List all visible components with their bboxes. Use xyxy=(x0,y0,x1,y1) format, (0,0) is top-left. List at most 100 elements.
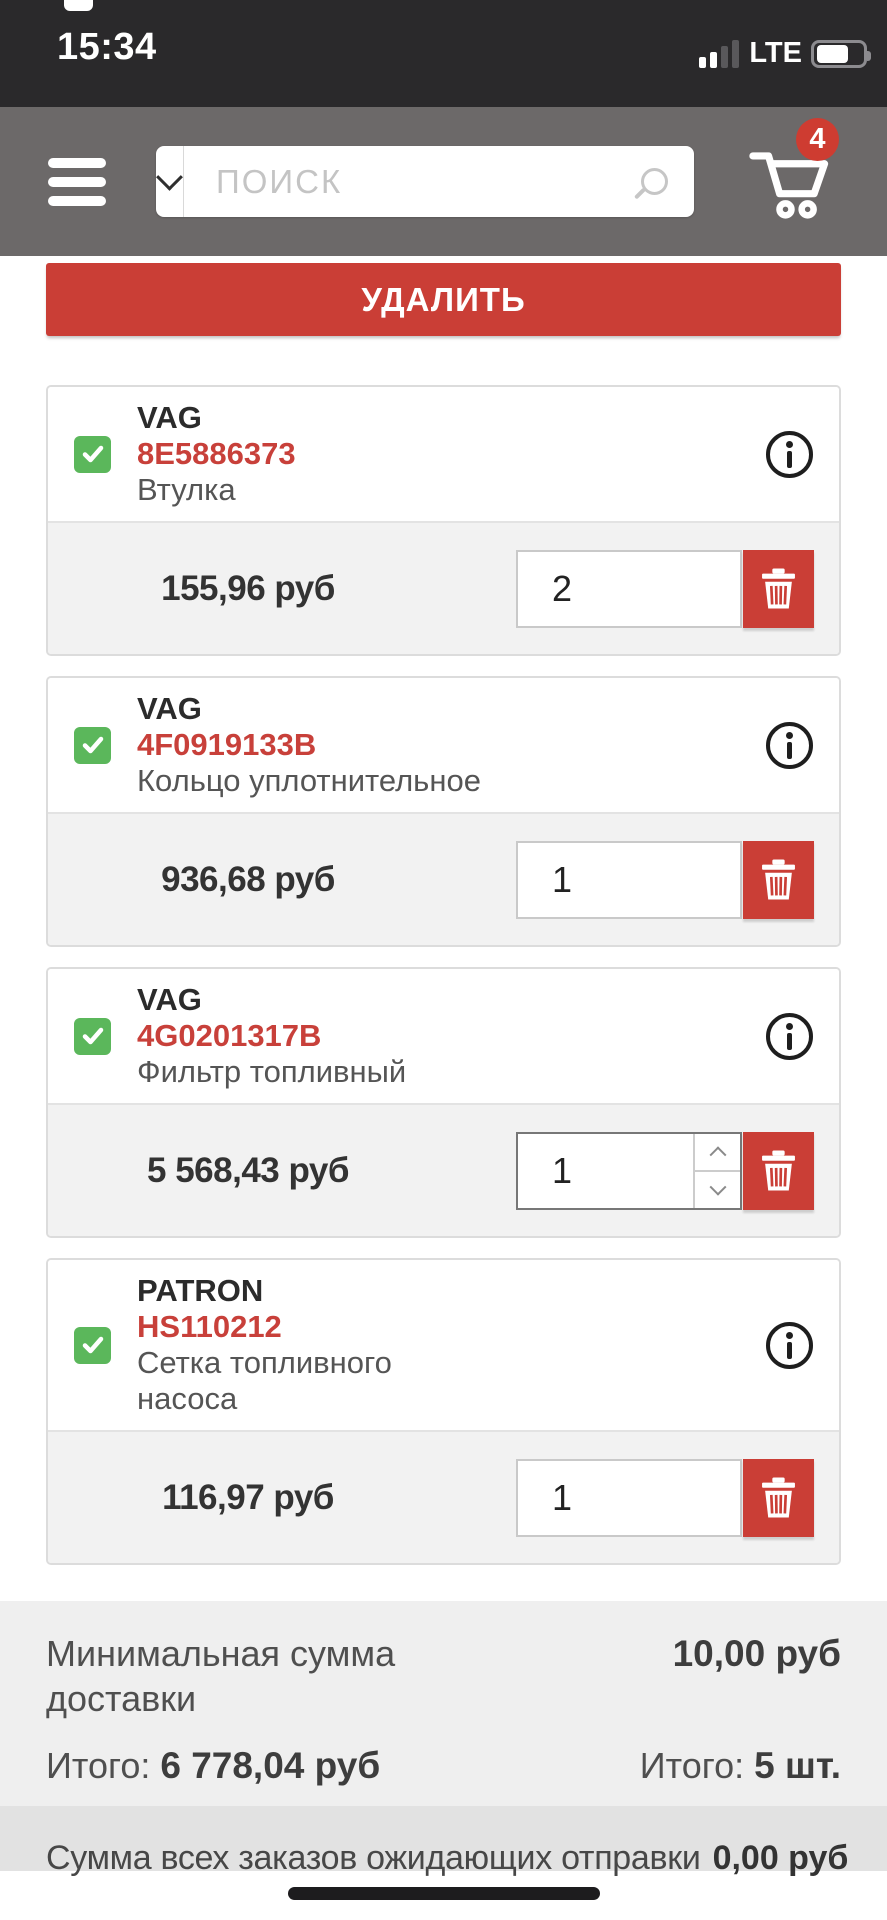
item-price: 5 568,43 руб xyxy=(147,1150,349,1190)
search-category-dropdown[interactable] xyxy=(156,146,184,217)
quantity-increase-button[interactable] xyxy=(695,1133,740,1170)
item-name: Сетка топливного насоса xyxy=(137,1345,392,1416)
item-brand: VAG xyxy=(137,400,202,435)
search-divider xyxy=(183,146,184,217)
item-brand: PATRON xyxy=(137,1273,264,1308)
chevron-down-icon xyxy=(709,1178,726,1196)
cart-item-card: VAG 4G0201317B Фильтр топливный 5 568,43… xyxy=(46,967,841,1238)
quantity-input[interactable] xyxy=(518,1133,693,1208)
item-text-block: VAG 8E5886373 Втулка xyxy=(137,400,482,508)
cart-icon xyxy=(749,151,829,219)
item-text-block: VAG 4G0201317B Фильтр топливный xyxy=(137,982,482,1090)
checkmark-icon xyxy=(82,1027,103,1045)
pending-orders-label: Сумма всех заказов ожидающих отправки xyxy=(46,1839,701,1877)
network-type-label: LTE xyxy=(749,37,802,69)
remove-item-button[interactable] xyxy=(743,1458,814,1537)
total-count-label: Итого: xyxy=(639,1745,745,1786)
quantity-decrease-button[interactable] xyxy=(695,1169,740,1208)
item-price: 936,68 руб xyxy=(161,859,335,899)
trash-icon xyxy=(762,567,795,609)
cart-count-badge: 4 xyxy=(796,117,839,161)
cart-item-card: VAG 8E5886373 Втулка 155,96 руб xyxy=(46,385,841,656)
total-sum-value: 6 778,04 руб xyxy=(160,1745,381,1786)
total-sum: Итого: 6 778,04 руб xyxy=(46,1745,380,1787)
item-info-section: PATRON HS110212 Сетка топливного насоса xyxy=(48,1260,839,1430)
item-info-section: VAG 4G0201317B Фильтр топливный xyxy=(48,969,839,1103)
delete-selected-button[interactable]: УДАЛИТЬ xyxy=(46,263,841,336)
quantity-stepper xyxy=(516,1131,742,1210)
item-price: 116,97 руб xyxy=(162,1477,334,1517)
status-indicators: LTE xyxy=(695,0,871,107)
pending-orders-value: 0,00 руб xyxy=(712,1839,849,1877)
item-brand: VAG xyxy=(137,691,202,726)
search-icon[interactable] xyxy=(641,168,668,195)
item-article-link[interactable]: 4G0201317B xyxy=(137,1018,322,1053)
item-price-section: 936,68 руб xyxy=(48,812,839,945)
item-name: Фильтр топливный xyxy=(137,1054,407,1089)
item-checkbox[interactable] xyxy=(74,1326,111,1364)
quantity-input[interactable] xyxy=(518,842,740,917)
battery-cap xyxy=(867,50,871,61)
item-checkbox[interactable] xyxy=(74,726,111,764)
checkmark-icon xyxy=(82,1336,103,1354)
item-article-link[interactable]: 4F0919133B xyxy=(137,727,317,762)
item-name: Втулка xyxy=(137,472,236,507)
item-price-section: 116,97 руб xyxy=(48,1430,839,1563)
search-input[interactable] xyxy=(184,146,641,217)
total-count: Итого: 5 шт. xyxy=(640,1745,841,1787)
item-price-section: 5 568,43 руб xyxy=(48,1103,839,1236)
quantity-stepper xyxy=(516,840,742,919)
quantity-stepper xyxy=(516,549,742,628)
quantity-input[interactable] xyxy=(518,551,740,626)
chevron-down-icon xyxy=(156,163,184,191)
cart-item-card: PATRON HS110212 Сетка топливного насоса … xyxy=(46,1258,841,1565)
notch-artifact xyxy=(64,0,93,11)
battery-icon xyxy=(811,39,871,68)
home-indicator[interactable] xyxy=(287,1887,600,1900)
total-sum-label: Итого: xyxy=(46,1745,151,1786)
battery-fill xyxy=(817,44,848,63)
item-price: 155,96 руб xyxy=(161,568,335,608)
remove-item-button[interactable] xyxy=(743,549,814,628)
cart-item-card: VAG 4F0919133B Кольцо уплотнительное 936… xyxy=(46,676,841,947)
item-checkbox[interactable] xyxy=(74,435,111,473)
signal-strength-icon xyxy=(695,39,740,68)
app-header: 4 xyxy=(0,107,887,256)
item-info-section: VAG 8E5886373 Втулка xyxy=(48,387,839,521)
cart-button[interactable]: 4 xyxy=(749,117,839,222)
total-count-value: 5 шт. xyxy=(754,1745,841,1786)
info-icon[interactable] xyxy=(766,430,813,478)
menu-button[interactable] xyxy=(48,157,106,206)
item-text-block: PATRON HS110212 Сетка топливного насоса xyxy=(137,1273,482,1417)
item-article-link[interactable]: HS110212 xyxy=(137,1309,282,1344)
info-icon[interactable] xyxy=(766,1012,813,1060)
checkmark-icon xyxy=(82,445,103,463)
trash-icon xyxy=(762,858,795,900)
chevron-up-icon xyxy=(709,1145,726,1163)
checkmark-icon xyxy=(82,736,103,754)
item-price-section: 155,96 руб xyxy=(48,521,839,654)
remove-item-button[interactable] xyxy=(743,840,814,919)
remove-item-button[interactable] xyxy=(743,1131,814,1210)
min-delivery-value: 10,00 руб xyxy=(672,1633,841,1674)
quantity-input[interactable] xyxy=(518,1460,740,1535)
pending-orders-strip: Сумма всех заказов ожидающих отправки 0,… xyxy=(0,1806,887,1877)
item-info-section: VAG 4F0919133B Кольцо уплотнительное xyxy=(48,678,839,812)
search-box xyxy=(156,146,694,217)
status-bar: 15:34 LTE xyxy=(0,0,887,107)
info-icon[interactable] xyxy=(766,1321,813,1369)
item-checkbox[interactable] xyxy=(74,1017,111,1055)
item-name: Кольцо уплотнительное xyxy=(137,763,481,798)
cart-items-list: VAG 8E5886373 Втулка 155,96 руб xyxy=(46,385,841,1565)
cart-summary: Минимальная сумма доставки 10,00 руб Ито… xyxy=(0,1601,887,1806)
item-brand: VAG xyxy=(137,982,202,1017)
quantity-stepper xyxy=(516,1458,742,1537)
min-delivery-label: Минимальная сумма доставки xyxy=(46,1633,396,1719)
status-time: 15:34 xyxy=(57,26,157,68)
item-text-block: VAG 4F0919133B Кольцо уплотнительное xyxy=(137,691,482,799)
quantity-spinner xyxy=(693,1133,740,1208)
trash-icon xyxy=(762,1476,795,1518)
item-article-link[interactable]: 8E5886373 xyxy=(137,436,296,471)
info-icon[interactable] xyxy=(766,721,813,769)
